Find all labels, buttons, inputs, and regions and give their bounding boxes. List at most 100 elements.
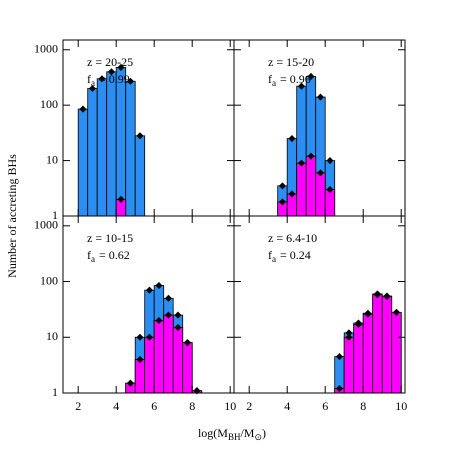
x-tick-label: 10 bbox=[395, 399, 407, 413]
annotation-f: fa = 0.24 bbox=[268, 248, 311, 264]
bar bbox=[182, 342, 193, 394]
marker bbox=[307, 72, 315, 80]
x-tick-label: 4 bbox=[113, 399, 119, 413]
x-tick-label: 8 bbox=[360, 399, 366, 413]
marker bbox=[278, 182, 286, 190]
x-label-sub: BH bbox=[228, 432, 241, 442]
marker bbox=[278, 198, 286, 206]
panel-frame bbox=[233, 215, 406, 394]
x-axis-label: log(MBH/M⊙) bbox=[198, 426, 266, 442]
marker bbox=[88, 84, 96, 93]
marker bbox=[126, 77, 134, 85]
annotation-f-value: = 0.62 bbox=[99, 248, 130, 262]
marker bbox=[364, 310, 372, 318]
x-label-sub: ⊙ bbox=[254, 432, 262, 442]
y-tick-label: 100 bbox=[40, 97, 58, 111]
bar bbox=[353, 324, 364, 394]
marker bbox=[297, 159, 305, 167]
marker bbox=[164, 311, 172, 319]
bar bbox=[324, 189, 336, 217]
marker bbox=[354, 320, 362, 328]
bar bbox=[362, 313, 374, 394]
marker bbox=[107, 68, 115, 76]
annotation-f: fa = 0.99 bbox=[87, 72, 130, 88]
marker bbox=[79, 105, 87, 113]
marker bbox=[145, 333, 153, 341]
y-tick-label: 1000 bbox=[34, 218, 58, 232]
annotation-f-sub: a bbox=[91, 78, 95, 88]
marker bbox=[392, 308, 400, 316]
marker bbox=[345, 333, 353, 341]
annotation-f: fa = 0.96 bbox=[268, 72, 311, 88]
bar bbox=[163, 314, 174, 394]
x-tick-label: 2 bbox=[246, 399, 252, 413]
marker bbox=[297, 82, 305, 90]
annotation-f-symbol: f bbox=[268, 72, 272, 86]
x-tick-label: 10 bbox=[224, 399, 236, 413]
annotation-f: fa = 0.62 bbox=[87, 248, 130, 264]
marker bbox=[174, 311, 182, 319]
bar bbox=[134, 135, 146, 217]
marker bbox=[383, 292, 391, 300]
bar bbox=[115, 67, 127, 217]
marker bbox=[117, 195, 125, 203]
x-tick-label: 6 bbox=[322, 399, 328, 413]
bar bbox=[305, 155, 317, 217]
marker bbox=[183, 339, 191, 347]
bar bbox=[134, 359, 146, 394]
x-tick-label: 2 bbox=[75, 399, 81, 413]
x-label-part: /M bbox=[240, 426, 254, 440]
bar bbox=[391, 311, 402, 394]
marker bbox=[145, 286, 153, 294]
y-tick-label: 10 bbox=[46, 152, 58, 166]
bar bbox=[381, 296, 393, 394]
bar bbox=[343, 336, 355, 394]
y-tick-label: 1 bbox=[52, 385, 58, 399]
marker bbox=[345, 329, 353, 337]
marker bbox=[307, 152, 315, 160]
x-tick-label: 8 bbox=[189, 399, 195, 413]
annotation-f-sub: a bbox=[91, 254, 95, 264]
marker bbox=[155, 281, 163, 290]
marker bbox=[335, 353, 343, 361]
x-label-part: log(M bbox=[198, 426, 228, 440]
annotation-f-value: = 0.24 bbox=[280, 248, 311, 262]
marker bbox=[326, 157, 334, 165]
marker bbox=[373, 291, 381, 299]
annotation-f-sub: a bbox=[272, 78, 276, 88]
bar bbox=[372, 294, 383, 394]
marker bbox=[117, 63, 125, 71]
marker bbox=[164, 294, 172, 302]
marker bbox=[326, 186, 334, 194]
annotation-f-value: = 0.99 bbox=[99, 72, 130, 86]
marker bbox=[335, 385, 343, 393]
marker bbox=[98, 75, 106, 83]
marker bbox=[316, 169, 324, 177]
annotation-f-symbol: f bbox=[87, 72, 91, 86]
annotation-f-symbol: f bbox=[268, 248, 272, 262]
marker bbox=[288, 134, 296, 143]
annotation-z: z = 15-20 bbox=[268, 55, 314, 69]
x-tick-label: 6 bbox=[151, 399, 157, 413]
marker bbox=[288, 190, 296, 198]
marker bbox=[136, 333, 144, 341]
marker bbox=[136, 355, 144, 363]
bar bbox=[106, 71, 117, 217]
marker bbox=[126, 379, 134, 387]
bar bbox=[315, 172, 326, 217]
annotation-f-symbol: f bbox=[87, 248, 91, 262]
annotation-f-sub: a bbox=[272, 254, 276, 264]
annotation-f-value: = 0.96 bbox=[280, 72, 311, 86]
bar bbox=[96, 78, 108, 217]
y-axis-label: Number of accreting BHs bbox=[5, 154, 19, 278]
y-tick-label: 1 bbox=[52, 208, 58, 222]
bar bbox=[87, 88, 98, 217]
y-tick-label: 1000 bbox=[34, 42, 58, 56]
annotation-z: z = 10-15 bbox=[87, 231, 133, 245]
bar bbox=[125, 80, 136, 217]
x-label-part: ) bbox=[262, 426, 266, 440]
annotation-z: z = 6.4-10 bbox=[268, 231, 317, 245]
bar bbox=[172, 327, 184, 394]
marker bbox=[316, 93, 324, 101]
